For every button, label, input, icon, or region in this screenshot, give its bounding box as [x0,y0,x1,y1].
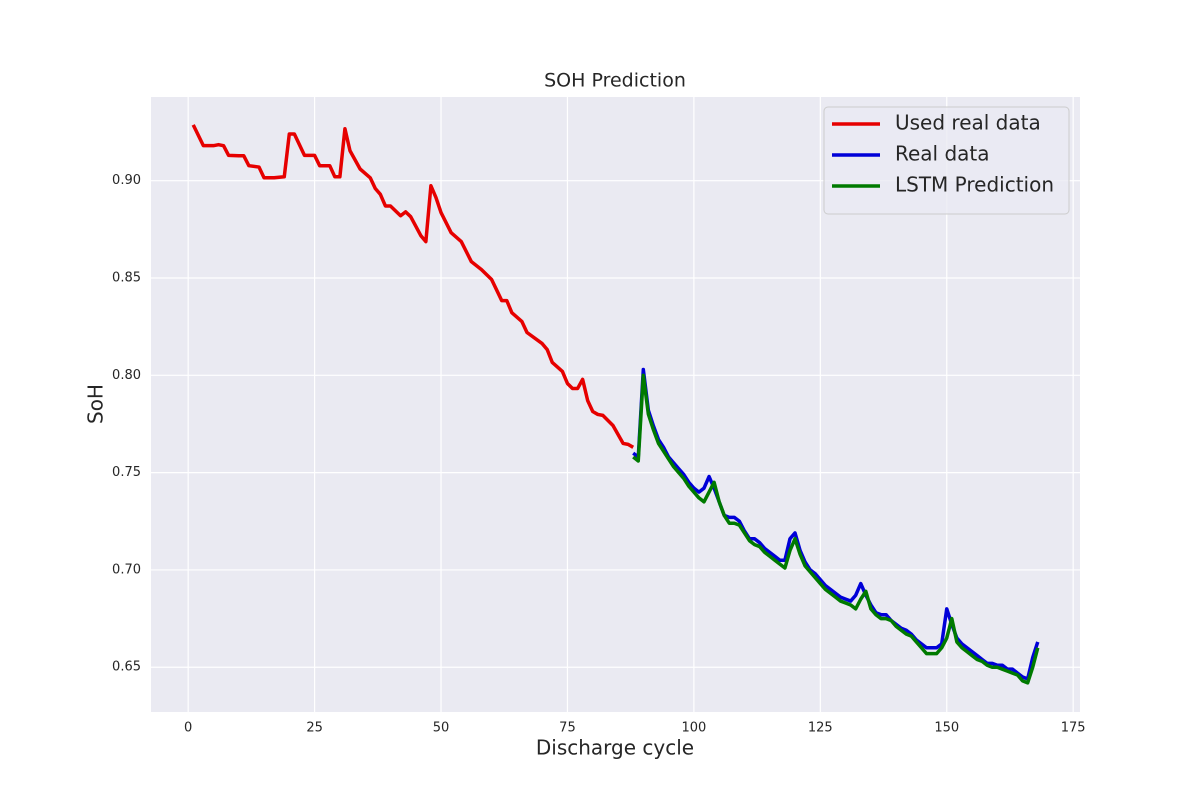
legend-label: Used real data [895,111,1041,135]
x-tick-label: 150 [934,721,959,736]
x-tick-label: 0 [184,721,192,736]
y-tick-label: 0.70 [112,562,141,577]
series-line [632,373,1040,685]
series-line [632,367,1040,681]
lines [191,124,1040,685]
y-tick-label: 0.65 [112,660,141,675]
x-tick-label: 50 [433,721,450,736]
y-tick-label: 0.85 [112,270,141,285]
x-tick-label: 125 [808,721,833,736]
legend-label: LSTM Prediction [895,173,1054,197]
legend-label: Real data [895,142,990,166]
x-tick-label: 175 [1061,721,1086,736]
grid [151,97,1080,712]
legend-box [823,106,1070,215]
x-tick-label: 25 [306,721,323,736]
legend: Used real data Real data LSTM Prediction [823,106,1070,215]
tick-labels: 0 25 50 75 100 125 150 175 0.65 0.70 0.75 0.80 0.85 0… [112,173,1086,735]
chart-title: SOH Prediction [544,70,686,92]
y-tick-label: 0.90 [112,173,141,188]
y-tick-label: 0.75 [112,465,141,480]
x-tick-label: 75 [559,721,576,736]
y-axis-label: SoH [84,384,108,424]
series-line [191,124,635,449]
y-tick-label: 0.80 [112,368,141,383]
x-axis-label: Discharge cycle [536,736,694,760]
x-tick-label: 100 [681,721,706,736]
